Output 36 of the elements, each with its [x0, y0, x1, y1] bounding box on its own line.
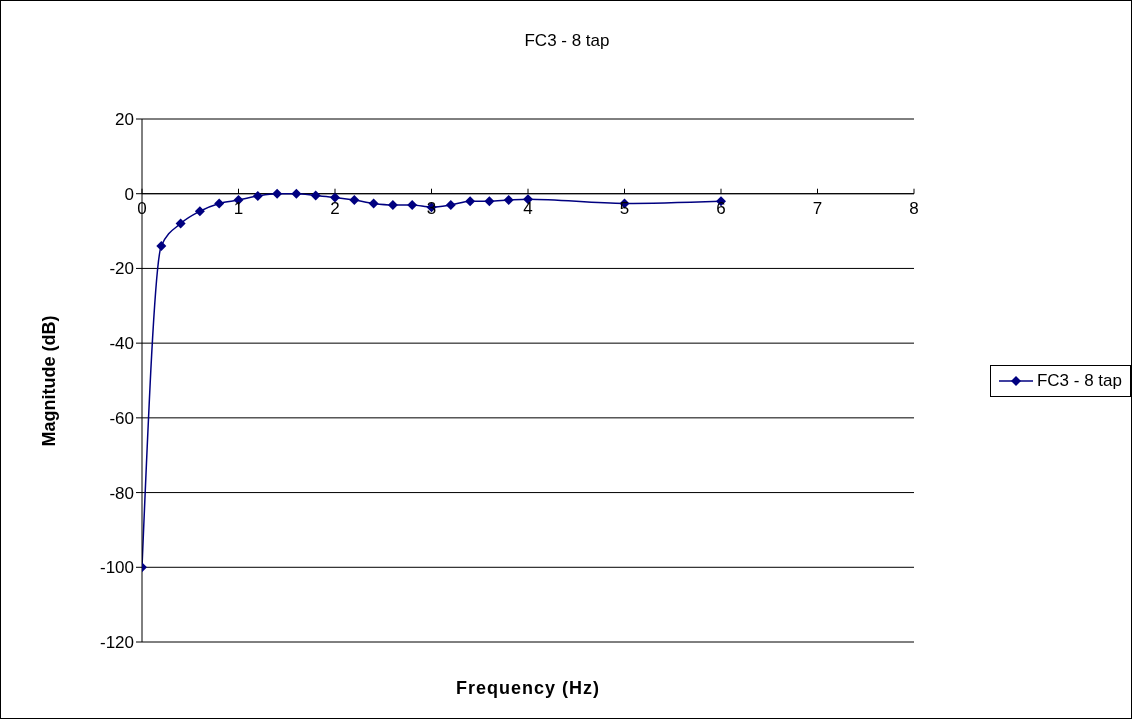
point [175, 218, 186, 229]
point [368, 198, 379, 209]
point [484, 196, 495, 207]
point [407, 199, 418, 210]
chart-title: FC3 - 8 tap [523, 31, 611, 51]
point [445, 199, 456, 210]
y-tick-label: -80 [109, 483, 134, 503]
point [291, 188, 302, 199]
x-tick-label: 7 [812, 198, 823, 218]
x-tick-label: 6 [716, 198, 726, 218]
x-axis-title: Frequency (Hz) [455, 678, 601, 698]
y-tick-label: 0 [124, 184, 134, 204]
y-tick-label: -60 [109, 408, 134, 428]
point [310, 190, 321, 201]
point [387, 199, 398, 210]
legend-label: FC3 - 8 tap [1036, 370, 1122, 391]
point [330, 192, 340, 203]
x-tick-label: 0 [137, 198, 147, 218]
point [465, 196, 476, 207]
y-tick-label: -20 [109, 259, 134, 279]
x-tick-label: 1 [233, 198, 244, 218]
y-axis-title: Magnitude (dB) [38, 315, 60, 446]
x-tick-label: 2 [330, 198, 340, 218]
y-tick-label: 20 [115, 110, 134, 130]
point [194, 206, 205, 217]
point [252, 190, 263, 201]
point [214, 198, 225, 209]
y-tick-label: -40 [109, 334, 134, 354]
point [349, 195, 360, 206]
y-tick-label: -120 [99, 633, 134, 653]
y-tick-label: -100 [99, 558, 134, 578]
point [156, 241, 167, 252]
x-tick-label: 4 [523, 198, 533, 218]
point [503, 195, 514, 206]
x-tick-label: 8 [909, 198, 919, 218]
point [272, 188, 283, 199]
